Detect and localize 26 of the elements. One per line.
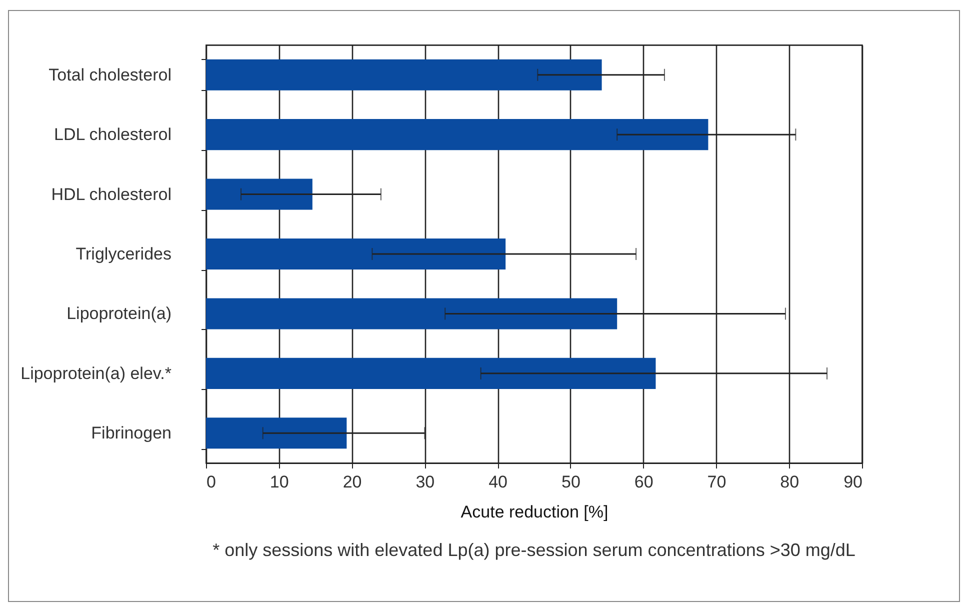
x-tick-label: 50 — [561, 472, 580, 492]
text: * only sessions with elevated Lp(a) pre-session serum concentrations >30 mg/dL — [212, 540, 856, 560]
y-tick-label: LDL cholesterol — [54, 125, 172, 144]
x-tick-label: 80 — [780, 472, 800, 492]
x-tick-label: 0 — [206, 472, 216, 492]
x-tick-label: 10 — [270, 472, 289, 492]
x-tick-label: 40 — [488, 472, 508, 492]
x-tick-label: 60 — [634, 472, 654, 492]
bar — [206, 178, 312, 210]
bar — [206, 298, 618, 330]
x-tick-label: 30 — [416, 472, 435, 492]
y-tick-label: Lipoprotein(a) elev.* — [20, 364, 172, 383]
y-tick-label: Total cholesterol — [48, 65, 172, 84]
bar — [206, 238, 506, 270]
y-tick-label: Lipoprotein(a) — [66, 304, 172, 324]
x-tick-label: 20 — [342, 472, 362, 492]
bar — [206, 119, 708, 150]
bar — [206, 418, 347, 449]
bar — [206, 358, 656, 389]
y-tick-label: HDL cholesterol — [51, 184, 172, 204]
y-tick-label: Triglycerides — [76, 244, 172, 264]
y-tick-label: Fibrinogen — [91, 424, 172, 443]
x-tick-label: 90 — [844, 472, 862, 492]
x-axis-title: Acute reduction [%] — [460, 502, 608, 522]
bar — [206, 59, 602, 90]
x-tick-label: 70 — [707, 472, 726, 492]
